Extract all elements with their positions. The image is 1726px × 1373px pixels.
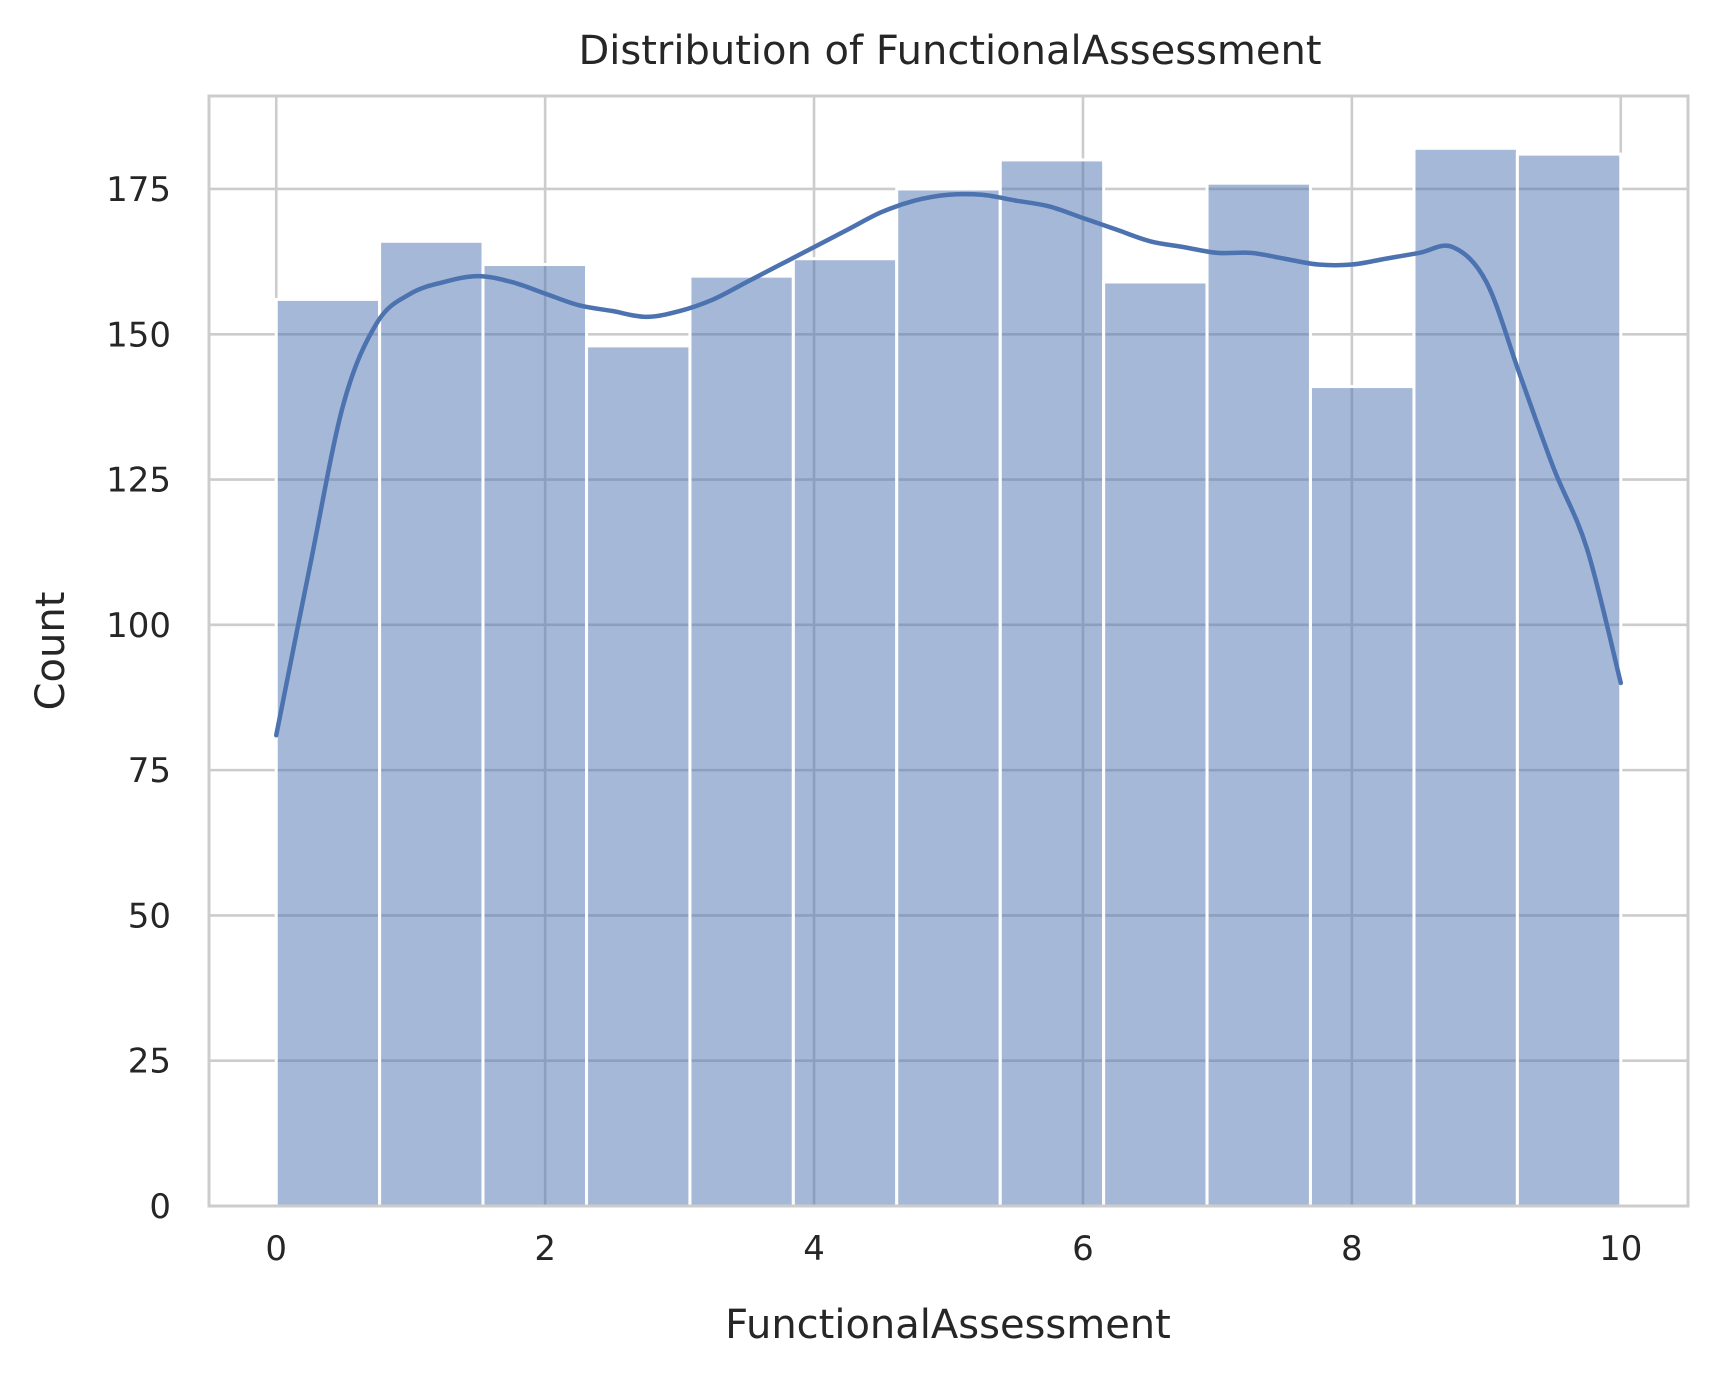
y-tick-label-3: 75 (128, 751, 171, 791)
x-tick-labels: 0 2 4 6 8 10 (265, 1229, 1642, 1269)
bar-4 (688, 274, 795, 1208)
histogram-bars (274, 146, 1623, 1208)
x-tick-label-2: 4 (803, 1229, 825, 1269)
bar-1 (378, 239, 485, 1208)
y-tick-label-1: 25 (128, 1042, 171, 1082)
bar-10 (1308, 385, 1416, 1208)
chart-title: Distribution of FunctionalAssessment (578, 28, 1321, 74)
y-tick-label-0: 0 (149, 1187, 171, 1227)
y-tick-label-7: 175 (106, 170, 171, 210)
bar-12 (1515, 152, 1623, 1208)
x-tick-label-0: 0 (265, 1229, 287, 1269)
y-tick-labels: 0 25 50 75 100 125 150 175 (106, 170, 171, 1227)
bar-11 (1412, 146, 1519, 1208)
bar-7 (998, 158, 1106, 1208)
x-axis-label: FunctionalAssessment (725, 1302, 1171, 1348)
plot-frame (207, 94, 1690, 1208)
bar-6 (895, 187, 1002, 1208)
kde-curve-layer (273, 191, 1624, 738)
bar-9 (1205, 181, 1312, 1208)
y-tick-label-5: 125 (106, 461, 171, 501)
x-tick-label-1: 2 (534, 1229, 556, 1269)
x-tick-label-5: 10 (1599, 1229, 1642, 1269)
bar-5 (791, 257, 899, 1208)
y-tick-label-2: 50 (128, 896, 171, 936)
x-tick-label-4: 8 (1341, 1229, 1363, 1269)
kde-curve (273, 191, 1624, 738)
bar-8 (1102, 280, 1209, 1208)
bar-0 (274, 297, 382, 1208)
bar-3 (585, 344, 692, 1208)
y-tick-label-4: 100 (106, 606, 171, 646)
bar-2 (481, 263, 589, 1208)
y-tick-label-6: 150 (106, 315, 171, 355)
y-axis-label: Count (28, 592, 74, 711)
x-tick-label-3: 6 (1072, 1229, 1094, 1269)
